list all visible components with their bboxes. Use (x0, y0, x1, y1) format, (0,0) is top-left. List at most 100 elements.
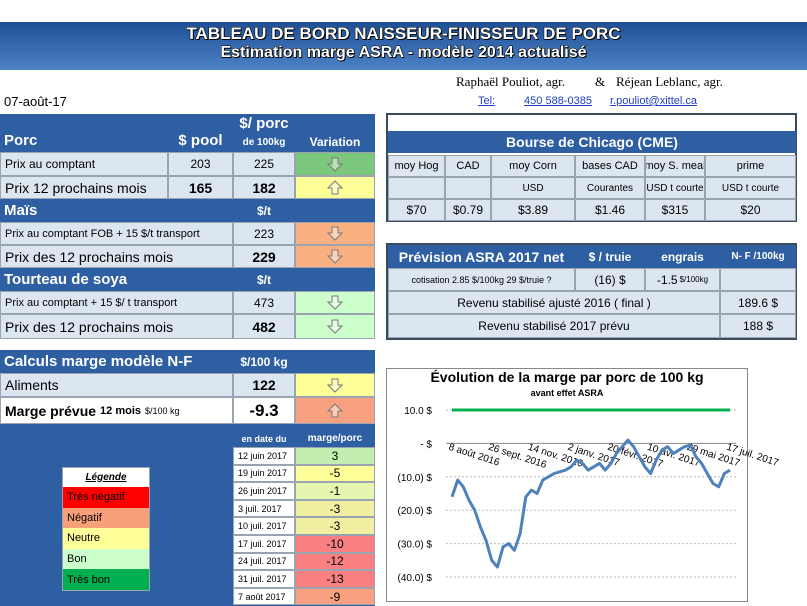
variation-cell (295, 222, 375, 245)
row-label: Revenu stabilisé ajusté 2016 ( final ) (388, 291, 720, 314)
panel-title: Prévision ASRA 2017 net (388, 245, 575, 268)
date: 24 juil. 2017 (233, 552, 295, 571)
legend-item: Bon (63, 548, 149, 570)
column-header: moy Corn (491, 155, 575, 177)
unit: USD t courte (645, 177, 705, 199)
value: $3.89 (491, 199, 575, 221)
column-header: prime (705, 155, 796, 177)
variation-cell (295, 314, 375, 339)
row-label: Prix au comptant FOB + 15 $/t transport (0, 222, 233, 245)
column-header: $/100 kg (233, 350, 295, 373)
author: Réjean Leblanc, agr. (616, 74, 723, 89)
date: 19 juin 2017 (233, 464, 295, 483)
value: 189.6 $ (720, 291, 796, 314)
row-label: Revenu stabilisé 2017 prévu (388, 314, 720, 338)
series-line (450, 438, 731, 569)
value: $20 (705, 199, 796, 221)
section-header (295, 268, 375, 291)
value: -13 (295, 570, 375, 588)
section-header (0, 114, 375, 152)
column-header: moy S. meal (645, 155, 705, 177)
note: cotisation 2.85 $/100kg 29 $/truie ? (388, 268, 575, 291)
value: -5 (295, 464, 375, 483)
arrow-icon (327, 319, 343, 334)
value: 203 (168, 152, 233, 176)
section-title: Maïs (0, 199, 233, 222)
y-tick-label: - $ (420, 439, 432, 450)
legend-title: Légende (85, 471, 127, 483)
variation-cell (295, 245, 375, 268)
arrow-icon (327, 378, 343, 393)
value: 182 (233, 176, 295, 199)
date: 17 juil. 2017 (233, 535, 295, 553)
variation-cell (295, 291, 375, 314)
row-label: Prix des 12 prochains mois (0, 245, 233, 268)
column-header: Variation (309, 135, 361, 149)
legend-item: Très négatif (63, 487, 149, 508)
row-label: Prix 12 prochains mois (0, 176, 168, 199)
variation-cell (295, 373, 375, 397)
column-header: moy Hog (388, 155, 445, 177)
chart-title: Évolution de la marge par porc de 100 kg (430, 369, 703, 385)
row-label: Prix au comptant (0, 152, 168, 176)
value: $0.79 (445, 199, 491, 221)
email: r.pouliot@xittel.ca (610, 95, 697, 107)
legend-item: Neutre (63, 528, 149, 549)
subtitle: Estimation marge ASRA - modèle 2014 actu… (220, 44, 587, 62)
section-header (295, 350, 375, 373)
value: (16) $ (575, 268, 645, 291)
label: $/100 kg (145, 405, 180, 416)
date: 07-août-17 (4, 93, 67, 109)
column-header: $ / truie (575, 245, 645, 268)
value: $1.46 (575, 199, 645, 221)
arrow-icon (327, 403, 343, 418)
date: 31 juil. 2017 (233, 570, 295, 588)
arrow-icon (327, 180, 343, 195)
variation-cell (295, 152, 375, 176)
date: 12 juin 2017 (233, 447, 295, 465)
value: $315 (645, 199, 705, 221)
value: 188 $ (720, 314, 796, 338)
chart-frame (386, 368, 748, 602)
value: 3 (295, 447, 375, 465)
column-header: marge/porc (307, 433, 363, 444)
arrow-icon (327, 249, 343, 264)
column-header: en date du (241, 433, 287, 444)
column-header: $/t (233, 268, 295, 291)
value: 223 (233, 222, 295, 245)
title: TABLEAU DE BORD NAISSEUR-FINISSEUR DE PO… (186, 24, 621, 44)
column-header: N- F /100kg (720, 245, 796, 268)
legend-item: Très bon (63, 569, 149, 590)
value: 225 (233, 152, 295, 176)
date: 7 août 2017 (233, 587, 295, 606)
unit: Courantes (575, 177, 645, 199)
arrow-icon (327, 157, 343, 172)
y-tick-label: (40.0) $ (398, 573, 433, 584)
value: 122 (233, 373, 295, 397)
value: -3 (295, 499, 375, 518)
y-tick-label: (10.0) $ (398, 473, 433, 484)
column-header: $/t (233, 199, 295, 222)
section-header (295, 199, 375, 222)
chart-subtitle: avant effet ASRA (531, 388, 604, 398)
date: 26 juin 2017 (233, 482, 295, 500)
value: -3 (295, 517, 375, 535)
column-header: CAD (445, 155, 491, 177)
row-label: Prix des 12 prochains mois (0, 314, 233, 339)
arrow-icon (327, 295, 343, 310)
unit: $/100kg (679, 275, 709, 284)
date: 3 juil. 2017 (233, 499, 295, 518)
value: -9 (295, 587, 375, 606)
value: 482 (233, 314, 295, 339)
tel-label: Tel: (478, 95, 496, 107)
value: -1.5 (656, 272, 678, 287)
tel: 450 588-0385 (524, 95, 592, 107)
section-title: Porc (4, 131, 38, 149)
unit: USD t courte (705, 177, 796, 199)
column-subheader: de 100kg (242, 136, 286, 148)
date: 10 juil. 2017 (233, 517, 295, 535)
value: 473 (233, 291, 295, 314)
value: -9.3 (233, 397, 295, 424)
value: 229 (233, 245, 295, 268)
y-tick-label: 10.0 $ (404, 406, 432, 417)
